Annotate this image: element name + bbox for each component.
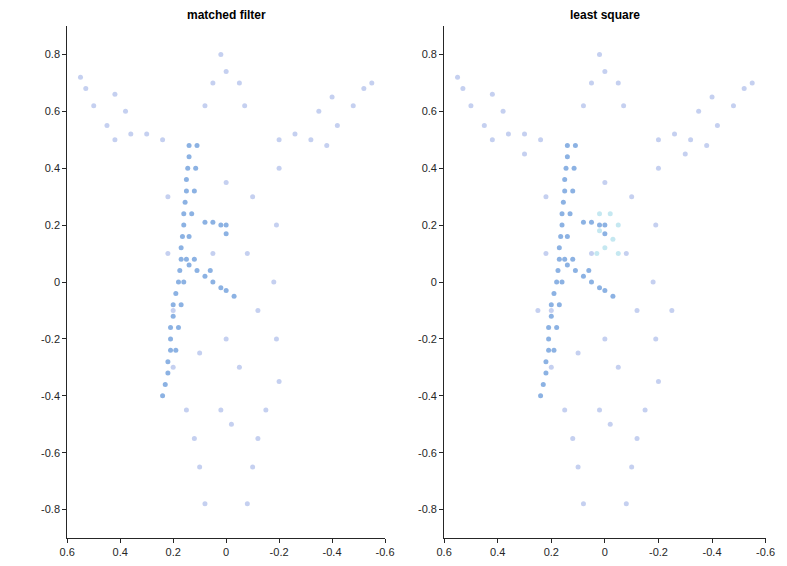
svg-text:-0.2: -0.2: [418, 333, 437, 345]
svg-text:-0.6: -0.6: [41, 447, 60, 459]
svg-text:-0.8: -0.8: [418, 503, 437, 515]
svg-text:-0.4: -0.4: [41, 390, 60, 402]
svg-text:-0.2: -0.2: [270, 546, 289, 558]
svg-text:-0.6: -0.6: [756, 546, 775, 558]
svg-text:0.2: 0.2: [422, 219, 437, 231]
svg-text:0.4: 0.4: [45, 162, 60, 174]
svg-text:0: 0: [431, 276, 437, 288]
svg-text:0.2: 0.2: [544, 546, 559, 558]
svg-text:0.2: 0.2: [45, 219, 60, 231]
svg-text:0.8: 0.8: [422, 48, 437, 60]
svg-text:0.4: 0.4: [113, 546, 128, 558]
svg-text:0.6: 0.6: [45, 105, 60, 117]
svg-text:-0.6: -0.6: [376, 546, 395, 558]
svg-text:-0.2: -0.2: [41, 333, 60, 345]
svg-text:0.2: 0.2: [166, 546, 181, 558]
svg-text:least square: least square: [570, 8, 640, 22]
svg-text:-0.8: -0.8: [41, 503, 60, 515]
svg-text:0.4: 0.4: [490, 546, 505, 558]
svg-text:-0.6: -0.6: [418, 447, 437, 459]
svg-text:-0.4: -0.4: [323, 546, 342, 558]
svg-text:0.4: 0.4: [422, 162, 437, 174]
svg-text:0.6: 0.6: [436, 546, 451, 558]
svg-text:0.6: 0.6: [422, 105, 437, 117]
svg-text:matched filter: matched filter: [187, 8, 266, 22]
svg-text:0: 0: [602, 546, 608, 558]
svg-text:-0.4: -0.4: [418, 390, 437, 402]
svg-text:0.6: 0.6: [60, 546, 75, 558]
svg-text:-0.2: -0.2: [649, 546, 668, 558]
svg-text:0.8: 0.8: [45, 48, 60, 60]
svg-text:-0.4: -0.4: [703, 546, 722, 558]
svg-text:0: 0: [54, 276, 60, 288]
svg-text:0: 0: [223, 546, 229, 558]
